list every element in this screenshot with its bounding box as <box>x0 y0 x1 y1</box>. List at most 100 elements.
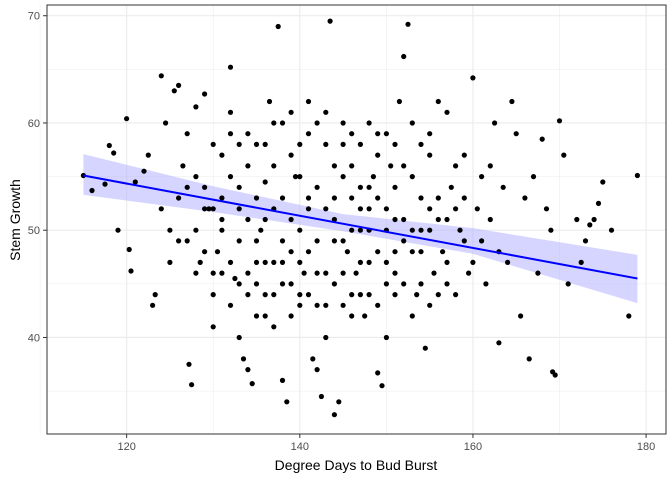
data-point <box>310 356 316 362</box>
data-point <box>288 152 294 158</box>
y-tick-label: 50 <box>28 225 40 237</box>
data-point <box>176 82 182 88</box>
data-point <box>288 249 294 255</box>
data-point <box>253 281 260 287</box>
data-point <box>305 292 312 298</box>
data-point <box>539 136 545 142</box>
data-point <box>375 370 381 376</box>
data-point <box>340 238 346 244</box>
data-point <box>232 275 238 282</box>
data-point <box>262 313 268 319</box>
data-point <box>349 313 355 319</box>
data-point <box>595 200 602 206</box>
data-point <box>249 381 255 387</box>
data-point <box>184 184 190 190</box>
data-point <box>158 206 164 212</box>
data-point <box>297 141 303 147</box>
data-point <box>357 227 363 233</box>
data-point <box>253 259 260 265</box>
data-point <box>323 270 329 276</box>
data-point <box>357 292 363 298</box>
data-point <box>435 292 441 298</box>
data-point <box>366 184 372 190</box>
data-point <box>167 227 173 233</box>
data-point <box>189 382 195 388</box>
data-point <box>202 206 208 212</box>
data-point <box>418 141 424 147</box>
data-point <box>297 227 303 233</box>
data-point <box>262 141 268 147</box>
data-point <box>530 174 537 180</box>
data-point <box>262 292 268 298</box>
data-point <box>357 141 363 147</box>
data-point <box>193 227 199 233</box>
data-point <box>245 216 251 223</box>
data-point <box>323 334 329 341</box>
data-point <box>214 249 221 255</box>
data-point <box>565 281 571 287</box>
data-point <box>409 174 415 180</box>
data-point <box>582 238 589 244</box>
data-point <box>535 270 541 276</box>
data-point <box>323 141 329 147</box>
data-point <box>236 141 242 147</box>
data-point <box>314 270 320 276</box>
data-point <box>236 206 242 212</box>
data-point <box>401 216 407 223</box>
data-point <box>245 292 251 298</box>
data-point <box>543 206 550 212</box>
data-point <box>219 195 225 201</box>
data-point <box>366 206 372 212</box>
data-point <box>266 98 273 105</box>
data-point <box>353 270 359 276</box>
data-point <box>193 270 199 276</box>
data-point <box>288 281 294 287</box>
data-point <box>427 131 433 137</box>
data-point <box>479 174 485 180</box>
data-point <box>518 313 524 319</box>
data-point <box>357 206 363 212</box>
data-point <box>314 184 320 190</box>
data-point <box>314 238 320 244</box>
data-point <box>126 246 132 253</box>
data-point <box>227 64 234 70</box>
data-point <box>150 302 156 308</box>
data-point <box>392 292 398 298</box>
data-point <box>305 98 312 105</box>
data-point <box>409 120 415 126</box>
data-point <box>236 281 242 287</box>
data-point <box>253 141 260 147</box>
data-point <box>370 174 376 180</box>
data-point <box>375 152 381 158</box>
data-point <box>245 367 251 373</box>
data-point <box>383 281 389 287</box>
data-point <box>152 292 158 298</box>
data-point <box>331 238 337 244</box>
data-point <box>457 227 463 233</box>
data-point <box>487 163 493 169</box>
data-point <box>357 259 363 265</box>
data-point <box>427 227 433 233</box>
data-point <box>219 152 225 158</box>
data-point <box>171 88 177 94</box>
data-point <box>219 227 225 233</box>
data-point <box>176 238 182 244</box>
data-point <box>427 206 433 212</box>
data-point <box>388 163 394 169</box>
data-point <box>556 118 563 124</box>
data-point <box>349 163 355 169</box>
data-point <box>461 195 467 201</box>
data-point <box>453 163 459 169</box>
data-point <box>461 152 467 158</box>
data-point <box>89 187 95 194</box>
data-point <box>336 399 342 405</box>
data-point <box>227 174 234 180</box>
data-point <box>271 163 277 169</box>
data-point <box>331 412 337 418</box>
data-point <box>271 292 277 298</box>
data-point <box>305 195 312 201</box>
data-point <box>124 116 130 122</box>
data-point <box>366 259 372 265</box>
data-point <box>600 179 606 185</box>
data-point <box>210 324 216 330</box>
